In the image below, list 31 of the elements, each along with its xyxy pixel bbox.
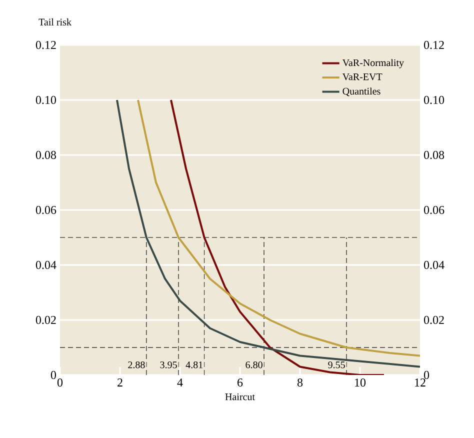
y2-tick-label: 0.06 <box>424 206 444 214</box>
legend-label: Quantiles <box>342 88 380 96</box>
y-tick-label: 0.08 <box>36 150 56 160</box>
y2-tick-label: 0 <box>424 370 430 380</box>
x-tick-label: 4 <box>177 378 183 386</box>
x-tick-label: 0 <box>57 378 63 387</box>
x-tick-label: 12 <box>415 378 426 386</box>
y-tick-label: 0.02 <box>36 316 56 324</box>
y2-tick-label: 0.12 <box>424 40 444 50</box>
ref-line-label: 3.95 <box>160 362 177 368</box>
y2-tick-label: 0.08 <box>424 150 444 160</box>
y-tick-label: 0.06 <box>36 206 56 214</box>
y-axis-title: Tail risk <box>38 18 72 26</box>
y2-tick-label: 0.02 <box>424 316 444 324</box>
y-tick-label: 0.04 <box>36 260 56 270</box>
legend-label: VaR-Normality <box>342 59 404 68</box>
ref-line-label: 4.81 <box>186 361 203 368</box>
ref-line-label: 6.80 <box>246 361 262 368</box>
y2-tick-label: 0.10 <box>424 96 444 104</box>
x-tick-label: 6 <box>238 378 243 387</box>
y-tick-label: 0.12 <box>36 40 56 50</box>
x-tick-label: 2 <box>118 378 122 386</box>
y-tick-label: 0.10 <box>36 96 56 104</box>
legend-label: VaR-EVT <box>342 74 382 80</box>
x-tick-label: 8 <box>297 378 303 387</box>
y2-tick-label: 0.04 <box>424 260 444 270</box>
ref-line-label: 2.88 <box>128 361 145 368</box>
x-tick-label: 10 <box>355 378 366 387</box>
x-axis-title: Haircut <box>225 393 255 400</box>
y-tick-label: 0 <box>50 370 56 380</box>
ref-line-label: 9.55 <box>328 362 345 368</box>
